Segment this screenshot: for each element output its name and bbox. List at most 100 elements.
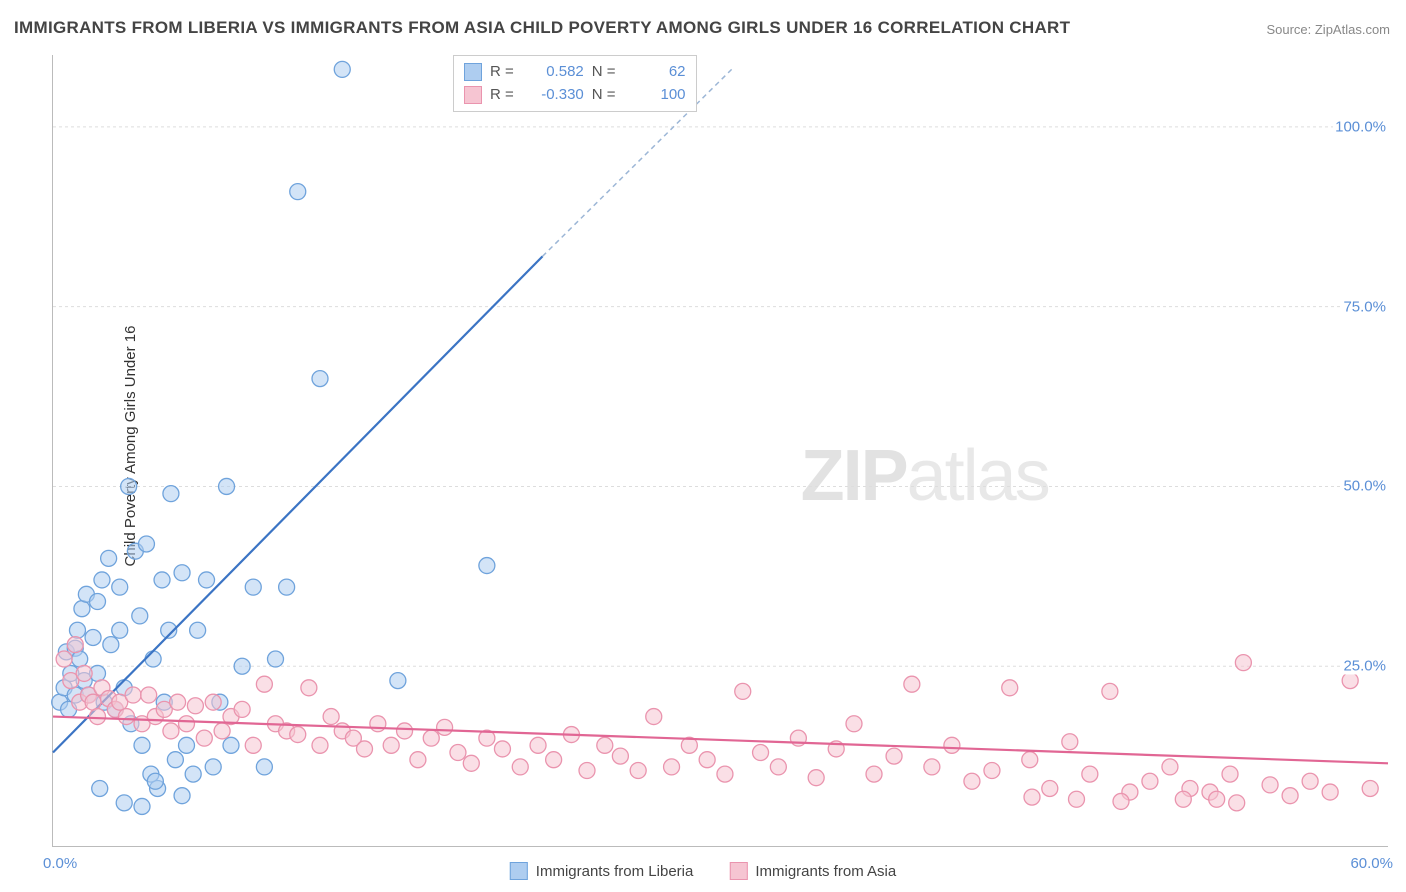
scatter-point	[103, 637, 119, 653]
scatter-point	[196, 730, 212, 746]
scatter-point	[1342, 673, 1358, 689]
y-tick: 75.0%	[1341, 298, 1388, 315]
scatter-point	[753, 745, 769, 761]
scatter-point	[170, 694, 186, 710]
scatter-point	[370, 716, 386, 732]
scatter-point	[1069, 791, 1085, 807]
stats-box: R = 0.582 N = 62 R = -0.330 N = 100	[453, 55, 697, 112]
scatter-point	[1002, 680, 1018, 696]
scatter-point	[190, 622, 206, 638]
scatter-point	[735, 683, 751, 699]
scatter-point	[234, 701, 250, 717]
scatter-point	[1302, 773, 1318, 789]
scatter-point	[268, 651, 284, 667]
scatter-point	[301, 680, 317, 696]
scatter-point	[116, 795, 132, 811]
scatter-point	[290, 727, 306, 743]
scatter-point	[383, 737, 399, 753]
scatter-point	[85, 694, 101, 710]
legend-swatch-liberia	[510, 862, 528, 880]
scatter-point	[219, 478, 235, 494]
scatter-point	[163, 723, 179, 739]
y-tick: 50.0%	[1341, 478, 1388, 495]
legend-swatch-asia	[729, 862, 747, 880]
scatter-point	[72, 651, 88, 667]
scatter-point	[245, 737, 261, 753]
scatter-point	[179, 737, 195, 753]
scatter-point	[1235, 655, 1251, 671]
scatter-point	[1113, 793, 1129, 809]
legend-label-asia: Immigrants from Asia	[755, 863, 896, 880]
swatch-liberia	[464, 63, 482, 81]
scatter-point	[1322, 784, 1338, 800]
scatter-point	[630, 762, 646, 778]
scatter-point	[90, 594, 106, 610]
n-label-2: N =	[592, 83, 616, 106]
scatter-point	[512, 759, 528, 775]
r-label-1: R =	[490, 60, 514, 83]
scatter-point	[76, 665, 92, 681]
scatter-point	[1162, 759, 1178, 775]
scatter-point	[1282, 788, 1298, 804]
scatter-point	[1024, 789, 1040, 805]
scatter-point	[92, 780, 108, 796]
scatter-point	[112, 579, 128, 595]
stats-row-liberia: R = 0.582 N = 62	[464, 60, 686, 83]
scatter-point	[323, 709, 339, 725]
scatter-point	[134, 737, 150, 753]
scatter-point	[1042, 780, 1058, 796]
scatter-point	[214, 723, 230, 739]
scatter-point	[245, 579, 261, 595]
scatter-point	[612, 748, 628, 764]
scatter-point	[479, 558, 495, 574]
scatter-point	[205, 694, 221, 710]
legend: Immigrants from Liberia Immigrants from …	[510, 862, 896, 880]
scatter-point	[121, 478, 137, 494]
scatter-point	[112, 622, 128, 638]
scatter-point	[147, 773, 163, 789]
scatter-point	[437, 719, 453, 735]
scatter-point	[597, 737, 613, 753]
scatter-point	[866, 766, 882, 782]
scatter-point	[56, 651, 72, 667]
scatter-point	[256, 759, 272, 775]
scatter-point	[312, 371, 328, 387]
scatter-point	[1142, 773, 1158, 789]
scatter-point	[174, 788, 190, 804]
scatter-point	[199, 572, 215, 588]
scatter-point	[1022, 752, 1038, 768]
scatter-point	[1102, 683, 1118, 699]
scatter-point	[944, 737, 960, 753]
scatter-point	[808, 770, 824, 786]
scatter-point	[1362, 780, 1378, 796]
scatter-point	[717, 766, 733, 782]
scatter-point	[141, 687, 157, 703]
y-tick: 25.0%	[1341, 658, 1388, 675]
scatter-point	[964, 773, 980, 789]
scatter-point	[134, 798, 150, 814]
plot-area: ZIPatlas R = 0.582 N = 62 R = -0.330 N =…	[52, 55, 1388, 847]
scatter-point	[179, 716, 195, 732]
scatter-point	[101, 550, 117, 566]
scatter-point	[85, 629, 101, 645]
scatter-point	[290, 184, 306, 200]
scatter-point	[118, 709, 134, 725]
scatter-point	[646, 709, 662, 725]
scatter-point	[138, 536, 154, 552]
scatter-point	[223, 737, 239, 753]
scatter-point	[579, 762, 595, 778]
scatter-point	[334, 61, 350, 77]
scatter-point	[154, 572, 170, 588]
scatter-point	[357, 741, 373, 757]
swatch-asia	[464, 86, 482, 104]
scatter-point	[463, 755, 479, 771]
n-label-1: N =	[592, 60, 616, 83]
scatter-point	[1062, 734, 1078, 750]
scatter-point	[132, 608, 148, 624]
scatter-point	[984, 762, 1000, 778]
scatter-point	[924, 759, 940, 775]
scatter-point	[205, 759, 221, 775]
scatter-point	[145, 651, 161, 667]
n-value-2: 100	[624, 83, 686, 106]
scatter-point	[410, 752, 426, 768]
